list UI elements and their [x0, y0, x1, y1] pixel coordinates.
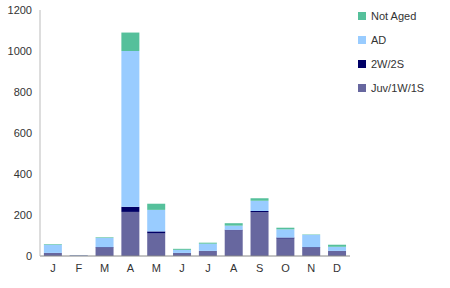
svg-text:D: D [333, 262, 341, 274]
svg-text:M: M [100, 262, 109, 274]
svg-text:800: 800 [14, 86, 32, 98]
svg-text:F: F [75, 262, 82, 274]
svg-text:O: O [281, 262, 290, 274]
html-text:2W/2S: 2W/2S [371, 58, 404, 70]
svg-text:M: M [152, 262, 161, 274]
svg-text:400: 400 [14, 168, 32, 180]
svg-text:S: S [256, 262, 263, 274]
html-text:AD: AD [371, 34, 387, 46]
svg-text:A: A [230, 262, 238, 274]
svg-text:1200: 1200 [8, 4, 32, 16]
svg-text:1000: 1000 [8, 45, 32, 57]
svg-text:0: 0 [26, 250, 32, 262]
svg-text:N: N [307, 262, 315, 274]
svg-text:J: J [179, 262, 185, 274]
svg-text:600: 600 [14, 127, 32, 139]
svg-text:200: 200 [14, 209, 32, 221]
svg-text:A: A [127, 262, 135, 274]
svg-text:J: J [205, 262, 211, 274]
html-text:Not Aged: Not Aged [371, 10, 417, 22]
html-text:Juv/1W/1S: Juv/1W/1S [371, 82, 425, 94]
svg-text:J: J [50, 262, 56, 274]
